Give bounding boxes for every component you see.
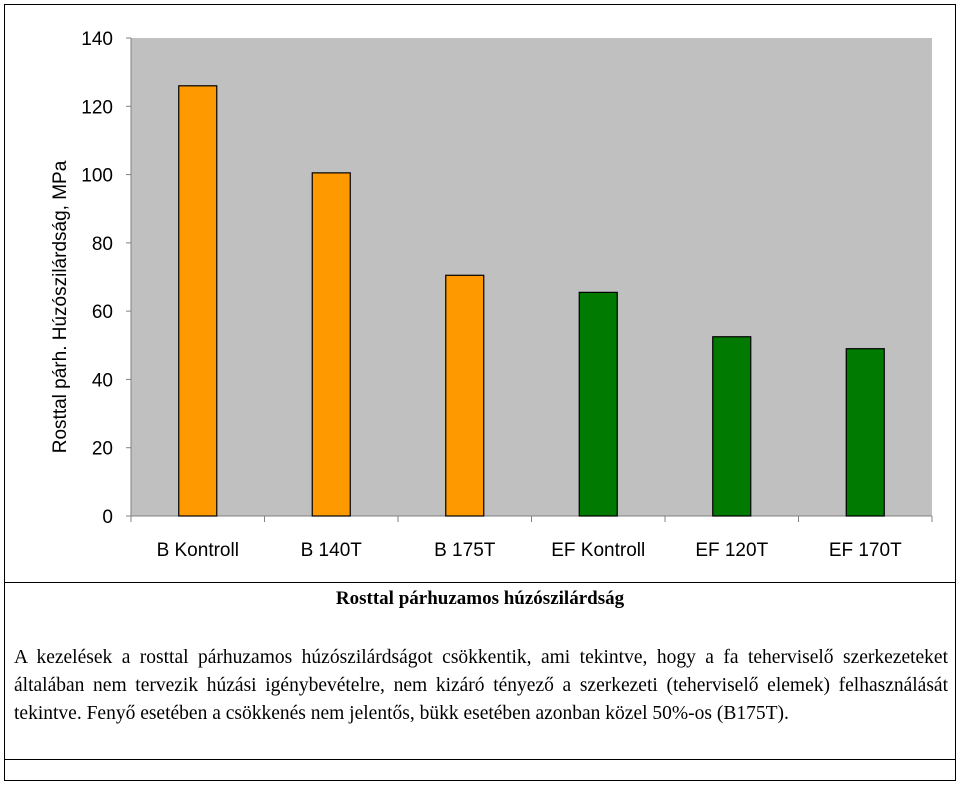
bar-b-kontroll xyxy=(178,85,218,517)
x-tick-label: EF Kontroll xyxy=(551,540,645,561)
x-tick-label: B 175T xyxy=(434,540,496,561)
bar-chart: 0 20 40 60 80 100 120 140 B Kontroll B 140T B 175… xyxy=(50,29,933,561)
y-tick-label: 40 xyxy=(92,370,113,391)
y-axis: 0 20 40 60 80 100 120 140 xyxy=(81,29,132,528)
x-axis: B Kontroll B 140T B 175T EF Kontroll EF 120T… xyxy=(130,515,933,561)
y-tick-label: 60 xyxy=(92,302,113,323)
caption-text: A kezelések a rosttal párhuzamos húzószi… xyxy=(14,647,948,724)
bar-ef-kontroll xyxy=(578,291,618,517)
y-axis-label: Rosttal párh. Húzószilárdság, MPa xyxy=(50,160,71,453)
figure-frame xyxy=(4,4,956,781)
plot-area xyxy=(131,38,932,516)
y-tick-label: 100 xyxy=(81,166,113,187)
bar-ef-170t xyxy=(845,348,885,517)
y-tick-label: 140 xyxy=(81,29,113,50)
x-tick-label: B Kontroll xyxy=(157,540,239,561)
y-tick-label: 120 xyxy=(81,97,113,118)
x-tick-label: B 140T xyxy=(301,540,363,561)
y-tick-label: 20 xyxy=(92,439,113,460)
caption-divider xyxy=(4,582,956,583)
y-tick-label: 0 xyxy=(102,507,113,528)
bar-b-140t xyxy=(311,172,351,517)
y-tick-label: 80 xyxy=(92,234,113,255)
x-tick-label: EF 170T xyxy=(829,540,902,561)
bar-b-175t xyxy=(445,274,485,517)
x-tick-label: EF 120T xyxy=(695,540,768,561)
bottom-divider xyxy=(4,759,956,760)
bar-ef-120t xyxy=(712,336,752,517)
bars xyxy=(178,85,885,517)
caption-title: Rosttal párhuzamos húzószilárdság xyxy=(335,588,625,609)
